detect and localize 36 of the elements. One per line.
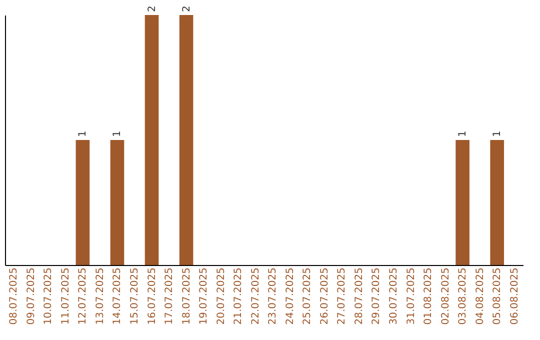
x-tick-label: 25.07.2025: [302, 268, 314, 325]
x-tick-label: 31.07.2025: [406, 268, 417, 325]
x-tick-label: 08.07.2025: [8, 268, 20, 325]
x-tick-label: 22.07.2025: [250, 268, 262, 325]
x-tick-label: 15.07.2025: [130, 268, 140, 325]
x-tick-label: 19.07.2025: [198, 268, 210, 325]
x-tick-label: 14.07.2025: [112, 268, 124, 325]
x-tick-label: 24.07.2025: [284, 268, 296, 325]
x-tick-label: 03.08.2025: [458, 268, 469, 325]
x-tick-label: 06.08.2025: [509, 268, 520, 325]
data-label: 2: [181, 6, 192, 12]
data-label: 1: [492, 130, 504, 137]
x-tick-label: 01.08.2025: [423, 268, 434, 325]
x-tick-label: 29.07.2025: [371, 268, 382, 325]
x-tick-label: 04.08.2025: [474, 268, 486, 325]
x-tick-label: 30.07.2025: [388, 268, 400, 325]
x-tick-label: 20.07.2025: [216, 268, 227, 325]
data-label: 1: [78, 130, 89, 137]
x-tick-label: 26.07.2025: [319, 268, 330, 325]
x-tick-label: 10.07.2025: [43, 268, 54, 325]
x-tick-label: 21.07.2025: [233, 268, 244, 325]
x-tick-label: 02.08.2025: [440, 268, 452, 325]
x-tick-label: 09.07.2025: [26, 268, 37, 325]
x-tick-label: 11.07.2025: [60, 268, 72, 325]
x-tick-label: 27.07.2025: [336, 268, 348, 325]
data-label: 2: [146, 6, 158, 12]
x-tick-label: 05.08.2025: [492, 268, 504, 325]
x-tick-label: 23.07.2025: [268, 268, 279, 325]
data-label: 1: [112, 130, 124, 137]
x-tick-label: 12.07.2025: [78, 268, 89, 325]
data-label: 1: [458, 130, 469, 137]
x-tick-label: 16.07.2025: [146, 268, 158, 325]
x-tick-label: 17.07.2025: [164, 268, 176, 325]
x-tick-label: 28.07.2025: [354, 268, 365, 325]
x-tick-label: 13.07.2025: [94, 268, 106, 325]
x-tick-label: 18.07.2025: [181, 268, 192, 325]
